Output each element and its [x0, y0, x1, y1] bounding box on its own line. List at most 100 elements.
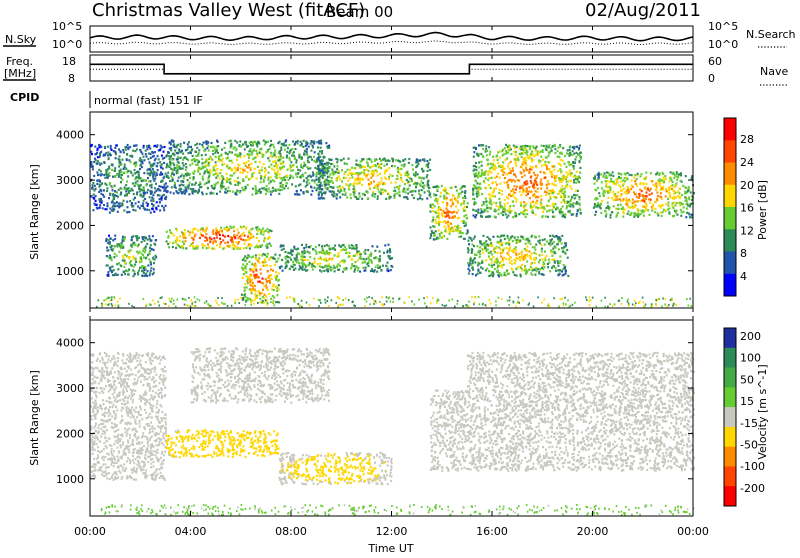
scatter-point: [407, 176, 409, 178]
scatter-point: [198, 152, 200, 154]
scatter-point: [304, 172, 306, 174]
scatter-point: [331, 169, 333, 171]
scatter-point: [275, 176, 277, 178]
scatter-point: [179, 167, 181, 169]
scatter-point: [472, 262, 474, 264]
scatter-point: [275, 285, 277, 287]
scatter-point: [488, 255, 490, 257]
scatter-point: [634, 180, 636, 182]
scatter-point: [522, 236, 524, 238]
scatter-point: [309, 252, 311, 254]
scatter-point: [108, 154, 110, 156]
scatter-point: [311, 150, 313, 152]
scatter-point: [265, 174, 267, 176]
scatter-point: [559, 178, 561, 180]
scatter-point: [320, 197, 322, 199]
scatter-point: [597, 187, 599, 189]
scatter-point: [288, 144, 290, 146]
scatter-point: [428, 187, 430, 189]
scatter-point: [325, 181, 327, 183]
scatter-point: [150, 262, 152, 264]
scatter-point: [509, 146, 511, 148]
scatter-point: [343, 244, 345, 246]
scatter-point: [353, 192, 355, 194]
scatter-point: [541, 250, 543, 252]
scatter-point: [184, 240, 186, 242]
scatter-point: [488, 146, 490, 148]
scatter-point: [150, 157, 152, 159]
scatter-point: [116, 191, 118, 193]
scatter-point: [122, 255, 124, 257]
scatter-point: [386, 251, 388, 253]
scatter-point: [477, 190, 479, 192]
scatter-point: [230, 239, 232, 241]
scatter-point: [371, 161, 373, 163]
scatter-point: [182, 162, 184, 164]
scatter-point: [562, 206, 564, 208]
scatter-point: [170, 149, 172, 151]
scatter-point: [275, 271, 277, 273]
scatter-point: [427, 180, 429, 182]
scatter-point: [140, 159, 142, 161]
scatter-point: [494, 251, 496, 253]
scatter-point: [99, 204, 101, 206]
scatter-point: [177, 169, 179, 171]
scatter-point: [499, 157, 501, 159]
scatter-point: [240, 168, 242, 170]
scatter-point: [565, 213, 567, 215]
scatter-point: [400, 168, 402, 170]
scatter-point: [139, 188, 141, 190]
scatter-point: [489, 258, 491, 260]
scatter-point: [438, 221, 440, 223]
scatter-point: [165, 182, 167, 184]
scatter-point: [155, 255, 157, 257]
scatter-point: [649, 194, 651, 196]
scatter-point: [230, 143, 232, 145]
scatter-point: [499, 150, 501, 152]
scatter-point: [494, 165, 496, 167]
scatter-point: [235, 170, 237, 172]
scatter-point: [559, 211, 561, 213]
scatter-point: [538, 235, 540, 237]
scatter-point: [637, 200, 639, 202]
scatter-point: [673, 193, 675, 195]
scatter-point: [574, 162, 576, 164]
scatter-point: [453, 211, 455, 213]
scatter-point: [108, 175, 110, 177]
scatter-point: [136, 251, 138, 253]
scatter-point: [383, 158, 385, 160]
scatter-point: [187, 179, 189, 181]
scatter-point: [563, 179, 565, 181]
scatter-point: [226, 226, 228, 228]
scatter-point: [442, 201, 444, 203]
scatter-point: [219, 172, 221, 174]
scatter-point: [247, 184, 249, 186]
scatter-point: [508, 145, 510, 147]
scatter-point: [229, 226, 231, 228]
scatter-point: [478, 188, 480, 190]
scatter-point: [180, 157, 182, 159]
scatter-point: [316, 160, 318, 162]
scatter-point: [558, 163, 560, 165]
scatter-point: [448, 215, 450, 217]
scatter-point: [205, 164, 207, 166]
scatter-point: [132, 235, 134, 237]
scatter-point: [374, 193, 376, 195]
scatter-point: [552, 166, 554, 168]
scatter-point: [472, 188, 474, 190]
scatter-point: [264, 265, 266, 267]
scatter-point: [108, 239, 110, 241]
scatter-point: [332, 267, 334, 269]
scatter-point: [404, 183, 406, 185]
scatter-point: [274, 264, 276, 266]
scatter-point: [225, 188, 227, 190]
scatter-point: [489, 151, 491, 153]
scatter-point: [255, 161, 257, 163]
scatter-point: [157, 205, 159, 207]
scatter-point: [229, 182, 231, 184]
scatter-point: [111, 186, 113, 188]
scatter-point: [551, 150, 553, 152]
scatter-point: [453, 195, 455, 197]
scatter-point: [604, 210, 606, 212]
scatter-point: [235, 149, 237, 151]
